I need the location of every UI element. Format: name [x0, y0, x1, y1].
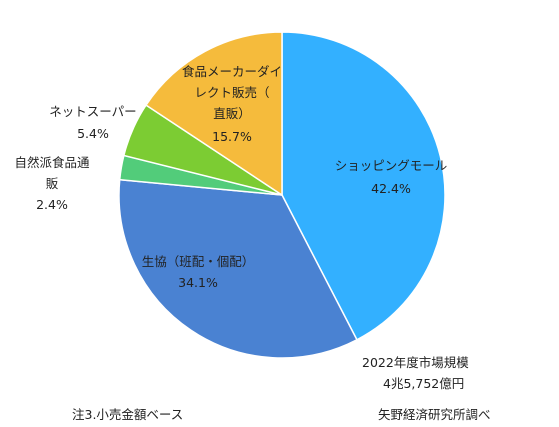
slice-value-natural-food: 2.4%: [36, 197, 68, 212]
source-note: 矢野経済研究所調べ: [378, 407, 491, 422]
slice-coop: [118, 178, 358, 359]
footnote: 注3.小売金額ベース: [72, 407, 184, 422]
slice-value-shopping-mall: 42.4%: [371, 181, 411, 196]
market-size-line-2: 4兆5,752億円: [383, 376, 465, 391]
slice-shopping-mall: [281, 31, 446, 341]
slice-label-direct-sales: 食品メーカーダイレクト販売（直販）: [182, 64, 282, 121]
slice-label-natural-food: 自然派食品通販: [14, 155, 90, 191]
slice-value-direct-sales: 15.7%: [212, 129, 252, 144]
slice-value-net-supermarket: 5.4%: [77, 126, 109, 141]
slice-label-net-supermarket: ネットスーパー: [49, 104, 136, 119]
slice-value-coop: 34.1%: [178, 275, 218, 290]
slice-label-shopping-mall: ショッピングモール: [335, 158, 448, 173]
slice-direct-sales: [145, 31, 283, 197]
slice-label-coop: 生協（班配・個配）: [142, 254, 255, 269]
market-size-line-1: 2022年度市場規模: [362, 355, 469, 370]
